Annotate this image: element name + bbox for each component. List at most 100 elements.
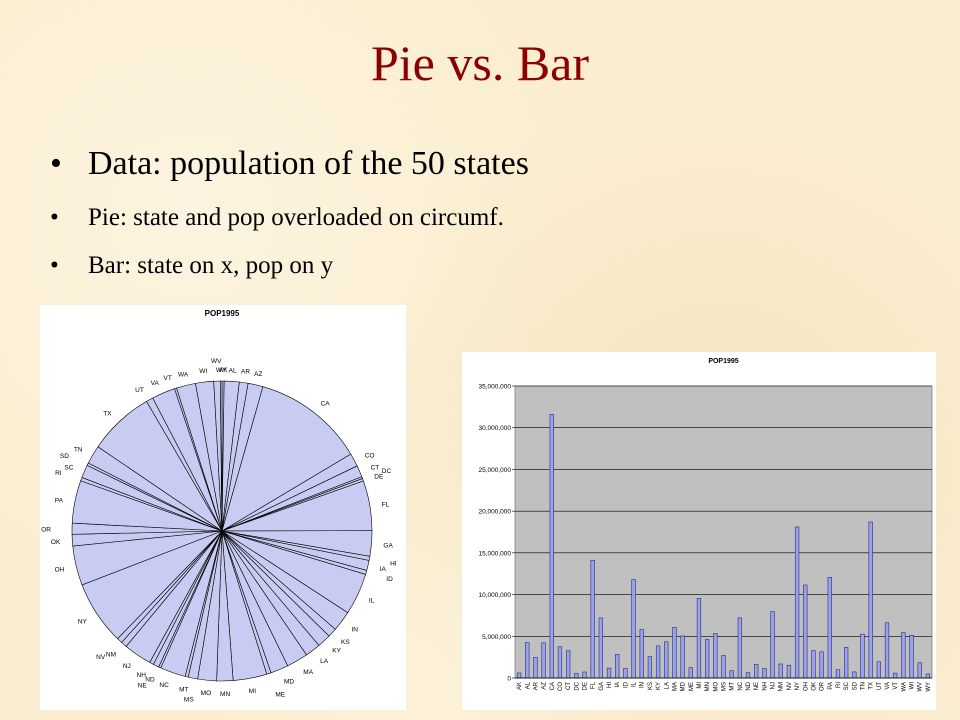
x-tick-label: NE: [754, 682, 760, 690]
pie-slice-label: OH: [55, 567, 65, 574]
y-tick-label: 25,000,000: [478, 467, 511, 474]
bar: [893, 672, 898, 679]
x-tick-label: IN: [640, 682, 646, 688]
x-tick-label: FL: [591, 681, 597, 689]
bullet-item: • Pie: state and pop overloaded on circu…: [48, 194, 529, 242]
pie-slice-label: TX: [103, 411, 112, 418]
x-tick-label: NY: [795, 682, 801, 690]
x-tick-label: CA: [550, 682, 556, 690]
pie-slice-label: AZ: [254, 371, 262, 378]
pie-slice-label: NE: [138, 683, 148, 690]
pie-slice-label: KS: [341, 639, 350, 646]
pie-slice-label: WV: [211, 358, 222, 365]
x-tick-label: LA: [664, 682, 670, 689]
y-tick-label: 30,000,000: [478, 425, 511, 432]
bar: [590, 560, 595, 679]
pie-slice-label: KY: [332, 648, 341, 655]
pie-slice: [221, 386, 352, 532]
bar: [598, 617, 603, 679]
pie-slice-label: GA: [383, 543, 393, 550]
bar: [737, 617, 742, 679]
x-tick-label: MS: [722, 682, 728, 691]
x-tick-label: MD: [681, 681, 687, 691]
x-tick-label: NC: [738, 681, 744, 690]
x-tick-label: AL: [525, 681, 531, 689]
x-tick-label: HI: [607, 682, 613, 688]
bar: [803, 584, 808, 679]
bar: [525, 642, 530, 679]
pie-slice-label: MA: [303, 669, 313, 676]
bullet-list: • Data: population of the 50 states • Pi…: [48, 138, 529, 290]
bar: [884, 622, 890, 679]
bar: [844, 647, 849, 679]
pie-slice-label: VT: [163, 375, 171, 382]
pie-slice-label: UT: [135, 387, 144, 394]
bar: [770, 611, 775, 679]
bar: [516, 672, 522, 679]
bar: [909, 634, 914, 679]
pie-slice-label: NV: [96, 654, 106, 661]
x-tick-label: AZ: [542, 682, 548, 690]
pie-slice-label: WI: [199, 368, 207, 375]
y-tick-label: 10,000,000: [478, 592, 511, 599]
bar: [819, 651, 824, 679]
bar: [786, 664, 792, 679]
bullet-glyph: •: [50, 145, 62, 182]
x-tick-label: IL: [632, 681, 638, 687]
bar: [615, 654, 620, 679]
bullet-text: Bar: state on x, pop on y: [88, 252, 334, 279]
pie-slice-label: MI: [249, 688, 256, 695]
bar: [541, 642, 546, 679]
bullet-glyph: •: [50, 252, 59, 279]
pie-slice-label: FL: [382, 501, 390, 508]
pie-slice-label: NH: [137, 672, 147, 679]
x-tick-label: OH: [803, 682, 809, 691]
x-tick-label: MI: [697, 682, 703, 689]
pie-slice-label: AK: [219, 367, 228, 374]
pie-slice-label: MD: [284, 679, 294, 686]
pie-slice-label: SC: [64, 465, 73, 472]
pie-slice-label: PA: [55, 497, 64, 504]
bullet-item: • Bar: state on x, pop on y: [48, 242, 529, 290]
bar: [623, 668, 628, 679]
bullet-text: Pie: state and pop overloaded on circumf…: [88, 204, 504, 231]
bar: [664, 641, 669, 679]
x-tick-label: ND: [746, 681, 752, 690]
bar-title: POP1995: [708, 358, 738, 365]
bar: [688, 667, 693, 679]
x-tick-label: AK: [517, 682, 523, 690]
x-tick-label: UT: [877, 682, 883, 690]
pie-slice-label: MO: [201, 690, 211, 697]
bar: [639, 629, 644, 679]
x-tick-label: WY: [926, 682, 932, 692]
pie-slice-label: VA: [151, 380, 160, 387]
bar: [860, 633, 865, 679]
x-tick-label: MO: [713, 682, 719, 692]
x-tick-label: OK: [811, 682, 817, 691]
bar-chart-panel: POP1995 0 5,000,000 10,000,000 15,000,000 20,…: [462, 352, 936, 710]
bar: [721, 655, 726, 679]
bar: [582, 671, 587, 679]
x-tick-label: WV: [918, 682, 924, 692]
pie-slice-label: ME: [275, 691, 285, 698]
y-tick-label: 35,000,000: [478, 384, 511, 391]
x-tick-label: NM: [779, 682, 785, 691]
bullet-glyph: •: [50, 204, 59, 231]
y-tick-label: 5,000,000: [482, 634, 511, 641]
pie-slice-label: LA: [320, 658, 329, 665]
bar: [533, 657, 538, 679]
x-tick-label: TN: [861, 682, 867, 690]
x-tick-label: MN: [705, 682, 711, 691]
x-tick-label: AR: [533, 681, 539, 690]
pie-chart-panel: POP1995 AK AL AR AZ CA CO CT DC DE FL GA HI IA ID IL IN K…: [40, 305, 406, 710]
bar: [827, 577, 832, 679]
x-tick-label: VA: [885, 682, 891, 690]
bar: [762, 668, 767, 679]
pie-slice-label: CO: [365, 452, 375, 459]
bar: [713, 633, 718, 679]
slide-title: Pie vs. Bar: [370, 35, 590, 91]
pie-slice-label: WA: [178, 372, 189, 379]
bar: [705, 639, 710, 679]
pie-slice-label: AR: [241, 369, 250, 376]
pie-slice-label: DC: [382, 468, 392, 475]
